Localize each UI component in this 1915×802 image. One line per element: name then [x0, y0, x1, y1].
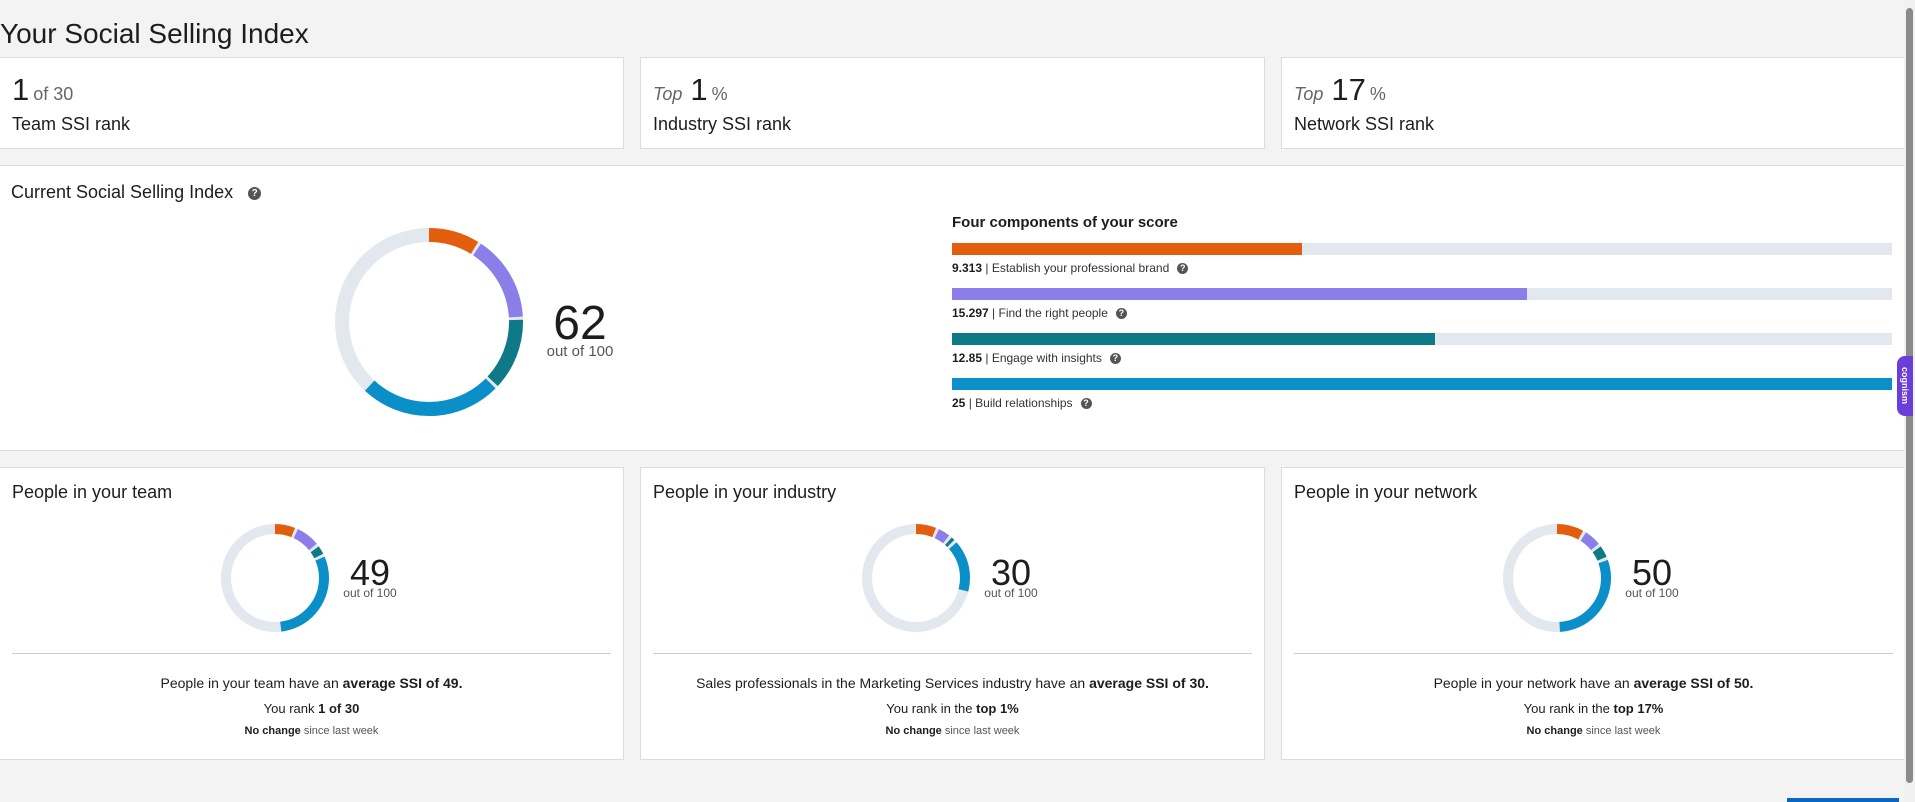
group-out-of: out of 100 — [343, 586, 397, 600]
team-rank-value: 1 of 30 — [12, 72, 74, 107]
question-circle-icon[interactable]: ? — [1115, 308, 1127, 320]
industry-rank-label: Industry SSI rank — [653, 114, 792, 134]
donut-segment-1 — [221, 524, 329, 632]
group-donut — [221, 524, 329, 632]
component-bar-track-4 — [952, 378, 1892, 390]
donut-segment-3 — [335, 228, 523, 416]
group-card-3: People in your network 50 out of 100 Peo… — [1281, 467, 1906, 760]
group-title: People in your team — [12, 482, 173, 502]
component-bar-3 — [952, 333, 1436, 345]
component-name: | Engage with insights — [982, 351, 1102, 365]
component-label-4: 25 | Build relationships? — [952, 396, 1092, 410]
donut-segment-4 — [335, 228, 523, 416]
page-title: Your Social Selling Index — [0, 18, 309, 49]
cognism-tab[interactable]: cognism — [1897, 356, 1913, 416]
group-score: 50 — [1631, 552, 1673, 593]
component-value: 9.313 — [952, 261, 983, 275]
question-circle-icon[interactable]: ? — [1080, 398, 1092, 410]
component-bar-track-1 — [952, 243, 1892, 255]
group-change: No change since last week — [885, 725, 1020, 737]
industry-rank-card: Top 1% Industry SSI rank — [640, 57, 1265, 149]
component-label-1: 9.313 | Establish your professional bran… — [952, 261, 1189, 275]
bottom-action-button[interactable] — [1787, 798, 1899, 802]
current-ssi-score: 62 — [553, 297, 607, 350]
group-out-of: out of 100 — [984, 586, 1038, 600]
component-bar-4 — [952, 378, 1892, 390]
donut-segment-1 — [335, 228, 523, 416]
group-rank: You rank 1 of 30 — [263, 701, 360, 716]
component-value: 12.85 — [952, 351, 983, 365]
current-ssi-title: Current Social Selling Index ? — [11, 182, 262, 203]
question-circle-icon[interactable]: ? — [1109, 353, 1121, 365]
group-card-2: People in your industry 30 out of 100 Sa… — [640, 467, 1265, 760]
group-description: Sales professionals in the Marketing Ser… — [696, 675, 1209, 691]
current-ssi-panel: Current Social Selling Index ? — [0, 165, 1906, 451]
question-circle-icon[interactable]: ? — [1177, 263, 1189, 275]
donut-segment-4 — [221, 524, 329, 632]
group-title: People in your industry — [653, 482, 837, 502]
group-donut — [1503, 524, 1611, 632]
component-label-3: 12.85 | Engage with insights? — [952, 351, 1121, 365]
current-ssi-out-of: out of 100 — [546, 343, 614, 360]
donut-segment-1 — [862, 524, 970, 632]
component-bar-2 — [952, 288, 1528, 300]
group-rank: You rank in the top 1% — [886, 701, 1019, 716]
component-name: | Build relationships — [965, 396, 1073, 410]
industry-rank-value: Top 1% — [653, 72, 728, 107]
group-change: No change since last week — [244, 725, 379, 737]
group-card-1: People in your team 49 out of 100 People… — [0, 467, 624, 760]
component-value: 15.297 — [952, 306, 989, 320]
group-donut — [862, 524, 970, 632]
component-bar-1 — [952, 243, 1303, 255]
group-description: People in your network have an average S… — [1433, 675, 1754, 691]
network-rank-card: Top 17% Network SSI rank — [1281, 57, 1906, 149]
component-bar-track-3 — [952, 333, 1892, 345]
group-score: 30 — [990, 552, 1032, 593]
component-name: | Establish your professional brand — [982, 261, 1170, 275]
donut-segment-4 — [1503, 524, 1611, 632]
components-title: Four components of your score — [952, 214, 1178, 231]
team-rank-label: Team SSI rank — [12, 114, 131, 134]
component-bar-track-2 — [952, 288, 1892, 300]
current-ssi-donut — [335, 228, 523, 416]
group-divider — [12, 653, 611, 654]
group-score: 49 — [349, 552, 391, 593]
group-description: People in your team have an average SSI … — [160, 675, 463, 691]
group-rank: You rank in the top 17% — [1523, 701, 1664, 716]
group-out-of: out of 100 — [1625, 586, 1679, 600]
donut-segment-4 — [862, 524, 970, 632]
team-rank-card: 1 of 30 Team SSI rank — [0, 57, 624, 149]
component-value: 25 — [952, 396, 966, 410]
network-rank-value: Top 17% — [1294, 72, 1386, 107]
question-circle-icon[interactable]: ? — [248, 186, 262, 200]
component-label-2: 15.297 | Find the right people? — [952, 306, 1127, 320]
component-name: | Find the right people — [988, 306, 1108, 320]
group-divider — [1294, 653, 1893, 654]
group-divider — [653, 653, 1252, 654]
donut-segment-1 — [1503, 524, 1611, 632]
network-rank-label: Network SSI rank — [1294, 114, 1435, 134]
group-change: No change since last week — [1526, 725, 1661, 737]
group-title: People in your network — [1294, 482, 1478, 502]
